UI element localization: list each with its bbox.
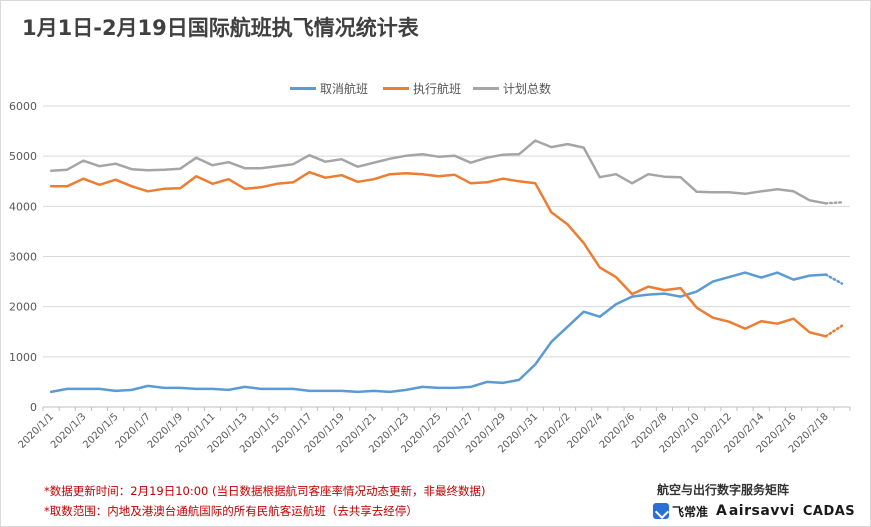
legend-label-cancelled: 取消航班 xyxy=(320,82,369,96)
legend-label-planned: 计划总数 xyxy=(503,82,552,96)
y-tick-label: 6000 xyxy=(9,100,37,113)
legend-label-executed: 执行航班 xyxy=(413,82,462,96)
series-line-1 xyxy=(49,170,828,338)
cadas-logo-text: CADAS xyxy=(802,503,856,519)
y-tick-label: 1000 xyxy=(9,351,37,364)
legend-swatch-cancelled xyxy=(290,87,316,90)
brand-tagline: 航空与出行数字服务矩阵 xyxy=(657,483,790,497)
feichangzhun-logo-icon xyxy=(653,503,669,519)
brand-logos: 飞常准 A airsavvi CADAS xyxy=(653,500,855,522)
note-data-scope: *取数范围：内地及港澳台通航国际的所有民航客运航班（去共享去经停） xyxy=(44,504,418,518)
y-tick-label: 0 xyxy=(30,401,37,414)
feichangzhun-logo-text: 飞常准 xyxy=(672,504,709,519)
series-line-0-projection xyxy=(824,273,844,285)
y-tick-label: 3000 xyxy=(9,251,37,264)
legend-item-planned: 计划总数 xyxy=(473,80,551,97)
note-update-time: *数据更新时间：2月19日10:00 (当日数据根据航司客座率情况动态更新，非最… xyxy=(44,484,486,498)
legend-item-executed: 执行航班 xyxy=(383,80,461,97)
airsavvi-logo-text: airsavvi xyxy=(728,503,795,519)
chart-title: 1月1日-2月19日国际航班执飞情况统计表 xyxy=(22,16,419,40)
series-line-0 xyxy=(49,271,828,394)
legend: 取消航班 执行航班 计划总数 xyxy=(0,80,871,98)
series-line-1-projection xyxy=(824,324,844,338)
y-tick-label: 5000 xyxy=(9,150,37,163)
y-tick-label: 2000 xyxy=(9,301,37,314)
legend-swatch-executed xyxy=(383,87,409,90)
y-tick-label: 4000 xyxy=(9,200,37,213)
series-line-2 xyxy=(49,139,828,205)
legend-swatch-planned xyxy=(473,87,499,90)
series-line-2-projection xyxy=(824,201,844,205)
airsavvi-logo-icon: A xyxy=(716,503,727,519)
legend-item-cancelled: 取消航班 xyxy=(290,80,368,97)
